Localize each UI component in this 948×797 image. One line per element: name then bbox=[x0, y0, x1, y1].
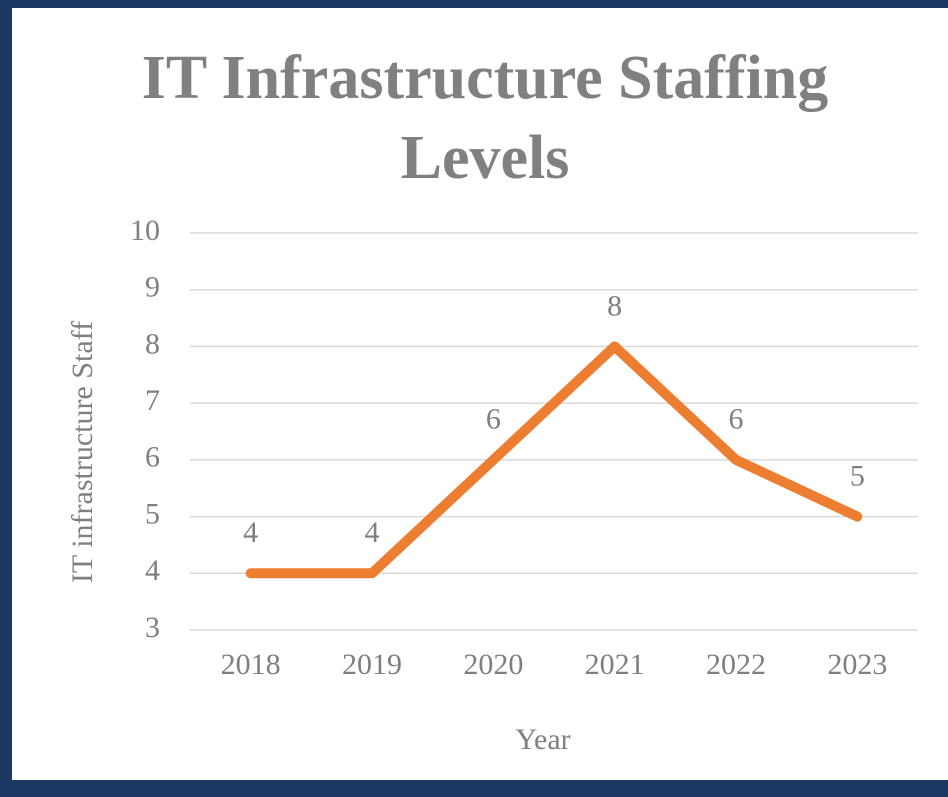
data-label: 4 bbox=[365, 516, 380, 549]
y-tick-label: 4 bbox=[145, 554, 160, 587]
data-label: 8 bbox=[607, 289, 622, 322]
x-tick-label: 2018 bbox=[221, 648, 281, 681]
data-label: 6 bbox=[486, 403, 501, 436]
x-tick-label: 2020 bbox=[463, 648, 523, 681]
chart-area bbox=[12, 8, 948, 780]
line bbox=[245, 341, 863, 579]
y-tick-label: 6 bbox=[145, 441, 160, 474]
y-tick-label: 9 bbox=[145, 271, 160, 304]
data-label: 6 bbox=[729, 403, 744, 436]
x-tick-label: 2023 bbox=[827, 648, 887, 681]
data-label: 5 bbox=[850, 459, 865, 492]
y-tick-label: 3 bbox=[145, 611, 160, 644]
y-tick-label: 7 bbox=[145, 384, 160, 417]
chart-title: IT Infrastructure Staffing Levels bbox=[141, 44, 829, 192]
x-tick-label: 2019 bbox=[342, 648, 402, 681]
y-tick-label: 8 bbox=[145, 327, 160, 360]
data-label: 4 bbox=[243, 516, 258, 549]
y-tick-label: 5 bbox=[145, 497, 160, 530]
x-axis-label: Year bbox=[515, 723, 570, 756]
x-tick-label: 2022 bbox=[706, 648, 766, 681]
y-tick-label: 10 bbox=[130, 214, 160, 247]
x-tick-label: 2021 bbox=[585, 648, 645, 681]
y-axis-label: IT infrastructure Staff bbox=[66, 321, 99, 583]
